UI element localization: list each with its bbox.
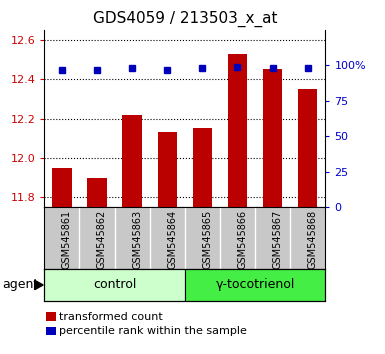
Text: GSM545865: GSM545865 (203, 210, 213, 269)
Text: GSM545864: GSM545864 (167, 210, 177, 269)
Bar (298, 89, 317, 207)
Bar (263, 69, 282, 207)
Bar (228, 54, 247, 207)
Bar (193, 129, 212, 207)
Text: GSM545866: GSM545866 (238, 210, 248, 269)
Text: control: control (93, 279, 136, 291)
Text: percentile rank within the sample: percentile rank within the sample (59, 326, 247, 336)
Bar (46, 326, 56, 336)
Text: GSM545868: GSM545868 (308, 210, 318, 269)
Bar (185, 269, 325, 301)
Text: γ-tocotrienol: γ-tocotrienol (215, 279, 295, 291)
Text: GSM545867: GSM545867 (273, 210, 283, 269)
Bar (122, 115, 142, 207)
Text: GSM545862: GSM545862 (97, 210, 107, 269)
Bar (157, 132, 177, 207)
Bar (52, 168, 72, 207)
Polygon shape (35, 280, 43, 290)
Text: transformed count: transformed count (59, 312, 162, 322)
Title: GDS4059 / 213503_x_at: GDS4059 / 213503_x_at (92, 11, 277, 27)
Bar (87, 178, 107, 207)
Bar (44, 269, 185, 301)
Text: GSM545863: GSM545863 (132, 210, 142, 269)
Text: agent: agent (2, 279, 38, 291)
Bar (46, 312, 56, 321)
Text: GSM545861: GSM545861 (62, 210, 72, 269)
